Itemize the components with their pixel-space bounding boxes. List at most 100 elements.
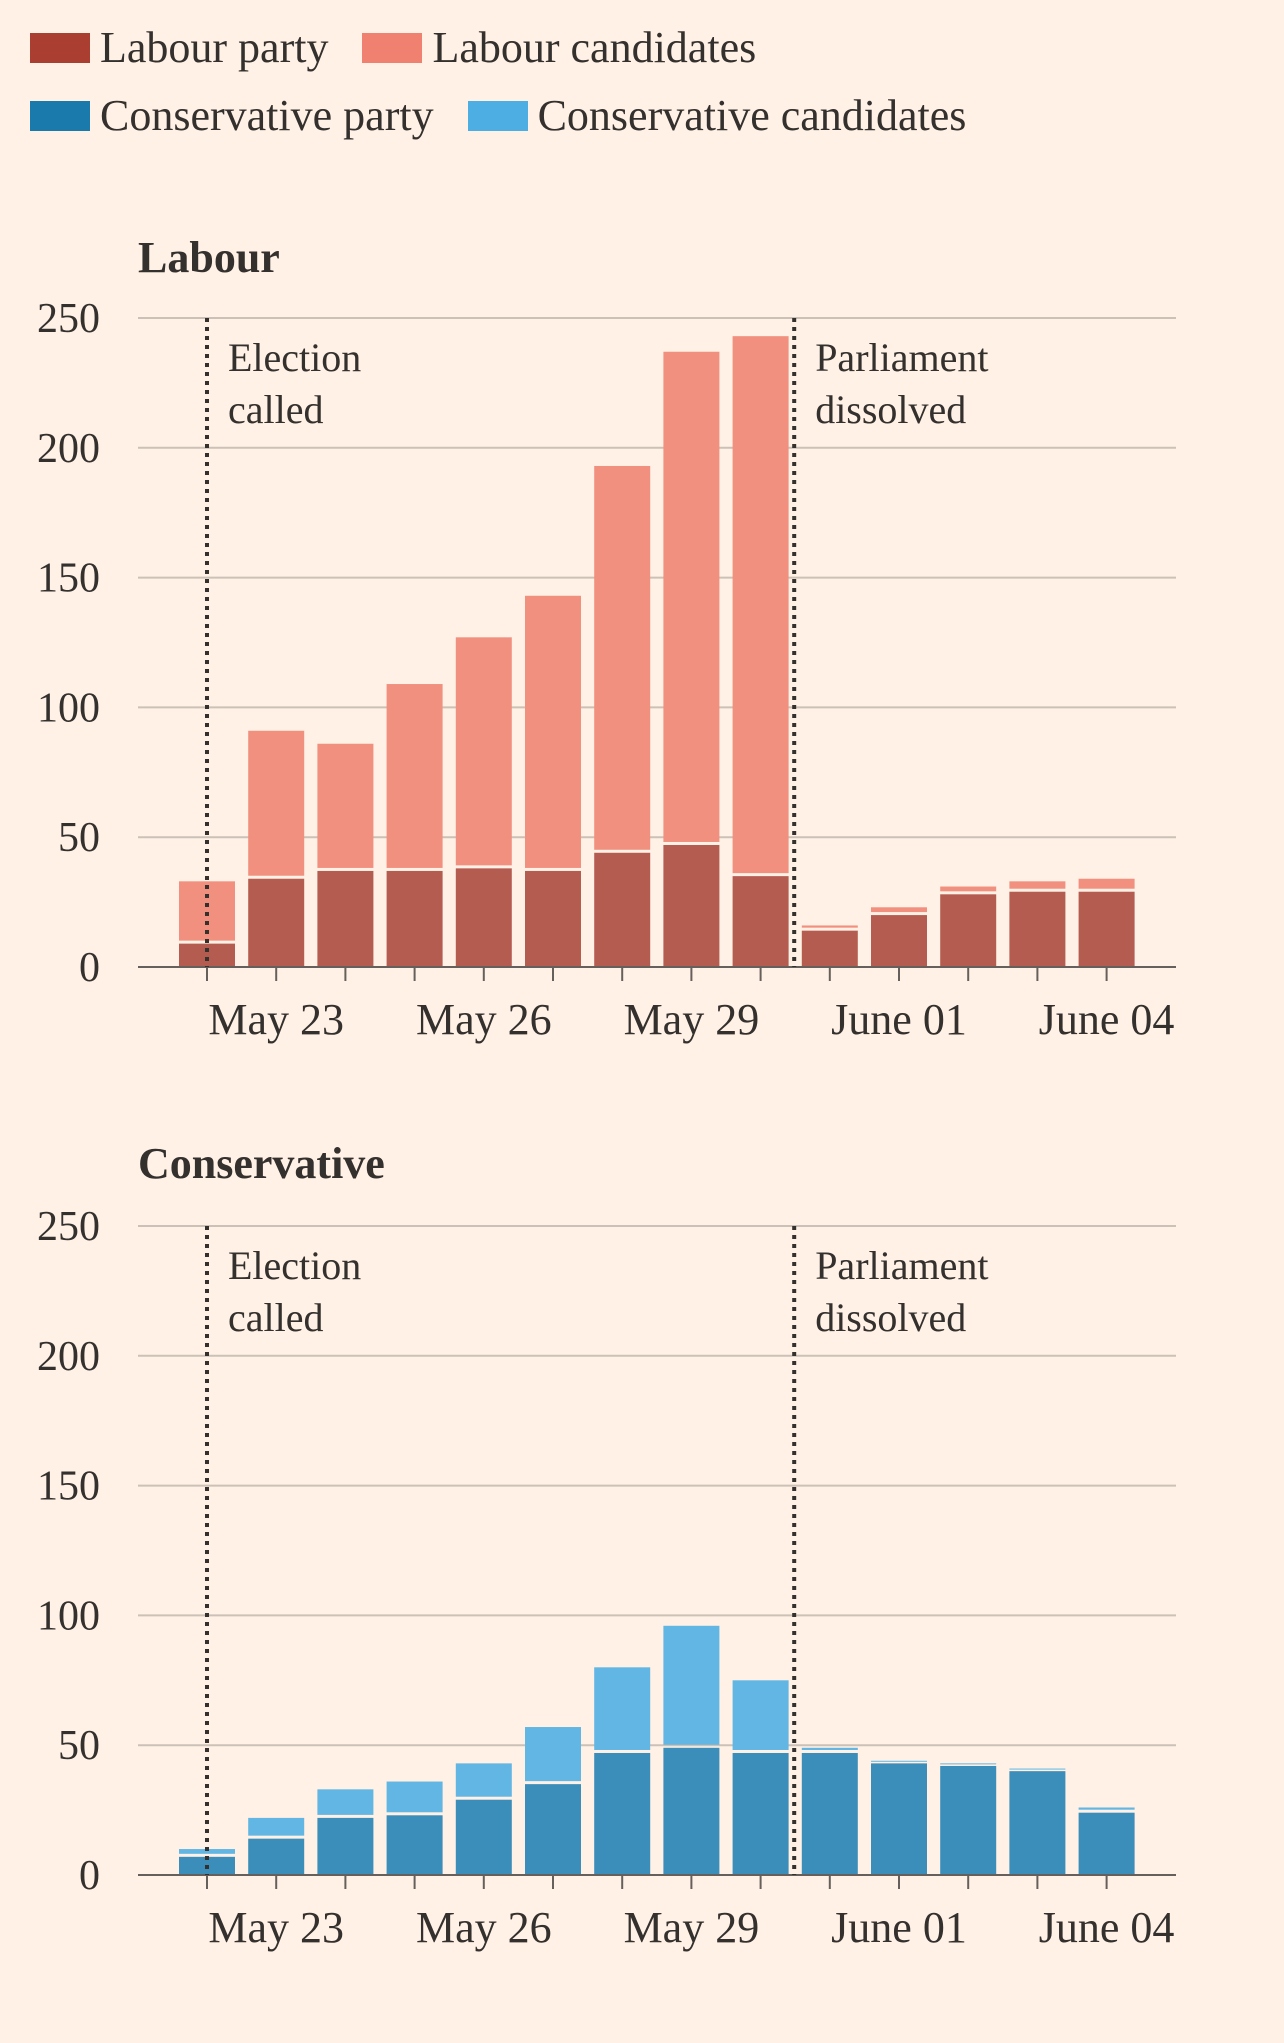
conservative-bar-conservative-candidates-may-24 — [317, 1789, 374, 1815]
conservative-bar-conservative-party-may-28 — [594, 1752, 651, 1875]
legend-label-labour-candidates: Labour candidates — [432, 23, 757, 72]
labour-bar-labour-candidates-may-31 — [801, 925, 858, 928]
legend-swatch-conservative-party — [30, 101, 90, 131]
conservative-y-tick-label: 0 — [79, 1853, 100, 1899]
labour-bar-labour-candidates-may-28 — [594, 465, 651, 850]
conservative-y-tick-label: 200 — [37, 1334, 100, 1380]
labour-bar-labour-candidates-may-25 — [386, 684, 443, 868]
conservative-bar-conservative-party-june-03 — [1009, 1771, 1066, 1875]
labour-bar-labour-candidates-may-23 — [248, 730, 305, 876]
legend: Labour party Labour candidates Conservat… — [30, 22, 1250, 142]
labour-x-tick-label: June 04 — [1039, 995, 1175, 1044]
conservative-x-tick-label: June 01 — [831, 1903, 967, 1952]
labour-annotation-text-2: dissolved — [815, 387, 966, 432]
conservative-bar-conservative-candidates-may-31 — [801, 1747, 858, 1750]
conservative-bar-conservative-candidates-may-28 — [594, 1667, 651, 1750]
legend-label-conservative-party: Conservative party — [100, 91, 434, 140]
conservative-bar-conservative-candidates-may-26 — [455, 1763, 512, 1797]
conservative-bar-conservative-candidates-may-22 — [179, 1849, 235, 1854]
conservative-bar-conservative-candidates-may-29 — [663, 1625, 720, 1745]
conservative-bar-conservative-party-may-30 — [732, 1752, 789, 1875]
conservative-bar-conservative-candidates-june-03 — [1009, 1768, 1066, 1770]
labour-bar-labour-candidates-june-04 — [1078, 878, 1135, 889]
legend-entry-conservative-candidates: Conservative candidates — [467, 90, 967, 142]
conservative-bar-conservative-party-may-24 — [317, 1817, 374, 1875]
labour-bar-labour-party-may-30 — [732, 876, 789, 967]
conservative-annotation-text-2: dissolved — [815, 1295, 966, 1340]
conservative-bar-conservative-candidates-may-23 — [248, 1817, 305, 1836]
labour-chart-title: Labour — [138, 233, 280, 282]
labour-annotation-text-1: Election — [228, 335, 361, 380]
conservative-y-tick-label: 100 — [37, 1593, 100, 1639]
labour-bar-labour-party-may-26 — [455, 868, 512, 967]
conservative-bar-conservative-party-may-27 — [525, 1784, 581, 1875]
legend-swatch-conservative-candidates — [467, 101, 528, 131]
labour-y-tick-label: 0 — [79, 945, 100, 991]
conservative-x-tick-label: May 23 — [208, 1903, 344, 1952]
conservative-bar-conservative-party-may-31 — [801, 1752, 858, 1875]
conservative-y-tick-label: 50 — [58, 1723, 100, 1769]
labour-x-tick-label: May 26 — [416, 995, 552, 1044]
conservative-bar-conservative-party-june-02 — [940, 1765, 997, 1875]
conservative-bar-conservative-party-may-29 — [663, 1747, 720, 1875]
conservative-x-tick-label: May 26 — [416, 1903, 552, 1952]
legend-entry-labour-party: Labour party — [30, 22, 328, 74]
conservative-bar-conservative-party-june-04 — [1078, 1812, 1135, 1875]
legend-swatch-labour-candidates — [362, 33, 423, 63]
conservative-bar-conservative-candidates-june-04 — [1078, 1807, 1135, 1810]
labour-bar-labour-party-june-04 — [1078, 891, 1135, 967]
legend-swatch-labour-party — [30, 33, 90, 63]
labour-bar-labour-candidates-may-26 — [455, 637, 512, 866]
conservative-bar-conservative-candidates-may-25 — [386, 1781, 443, 1813]
conservative-annotation-text-1: called — [228, 1295, 324, 1340]
labour-bar-labour-party-june-03 — [1009, 891, 1066, 967]
conservative-bar-conservative-party-may-23 — [248, 1838, 305, 1875]
labour-bar-labour-party-may-27 — [525, 870, 581, 967]
labour-annotation-text-1: called — [228, 387, 324, 432]
labour-bar-labour-candidates-june-03 — [1009, 881, 1066, 889]
labour-bar-labour-party-may-25 — [386, 870, 443, 967]
labour-bar-labour-candidates-may-24 — [317, 743, 374, 868]
labour-y-tick-label: 250 — [37, 296, 100, 342]
conservative-annotation-text-2: Parliament — [815, 1243, 988, 1288]
labour-bar-labour-party-may-22 — [179, 943, 235, 967]
conservative-y-tick-label: 150 — [37, 1464, 100, 1510]
labour-bar-labour-candidates-june-02 — [940, 886, 997, 892]
labour-x-tick-label: May 23 — [208, 995, 344, 1044]
conservative-bar-conservative-party-may-25 — [386, 1815, 443, 1875]
conservative-bar-conservative-candidates-june-02 — [940, 1763, 997, 1765]
conservative-x-tick-label: June 04 — [1039, 1903, 1175, 1952]
legend-label-labour-party: Labour party — [100, 23, 329, 72]
labour-bar-labour-candidates-may-29 — [663, 351, 720, 842]
labour-y-tick-label: 100 — [37, 685, 100, 731]
conservative-annotation-text-1: Election — [228, 1243, 361, 1288]
labour-annotation-text-2: Parliament — [815, 335, 988, 380]
labour-bar-labour-candidates-june-01 — [871, 907, 927, 913]
labour-bar-labour-party-may-29 — [663, 844, 720, 967]
labour-bar-labour-party-may-31 — [801, 930, 858, 967]
legend-entry-conservative-party: Conservative party — [30, 90, 434, 142]
conservative-bar-conservative-candidates-may-27 — [525, 1727, 581, 1782]
conservative-y-tick-label: 250 — [37, 1204, 100, 1250]
legend-label-conservative-candidates: Conservative candidates — [537, 91, 967, 140]
labour-y-tick-label: 50 — [58, 815, 100, 861]
labour-bar-labour-party-may-28 — [594, 852, 651, 967]
conservative-chart-title: Conservative — [138, 1139, 385, 1188]
labour-bar-labour-party-june-02 — [940, 894, 997, 967]
labour-bar-labour-party-june-01 — [871, 915, 927, 967]
labour-y-tick-label: 150 — [37, 556, 100, 602]
conservative-bar-conservative-candidates-june-01 — [871, 1760, 927, 1762]
labour-x-tick-label: May 29 — [624, 995, 760, 1044]
conservative-x-tick-label: May 29 — [624, 1903, 760, 1952]
conservative-bar-conservative-candidates-may-30 — [732, 1680, 789, 1750]
conservative-bar-conservative-party-june-01 — [871, 1763, 927, 1875]
labour-bar-labour-candidates-may-30 — [732, 336, 789, 874]
legend-entry-labour-candidates: Labour candidates — [362, 22, 756, 74]
labour-y-tick-label: 200 — [37, 426, 100, 472]
labour-bar-labour-candidates-may-27 — [525, 595, 581, 868]
labour-bar-labour-party-may-24 — [317, 870, 374, 967]
conservative-bar-conservative-party-may-26 — [455, 1799, 512, 1875]
labour-x-tick-label: June 01 — [831, 995, 967, 1044]
labour-bar-labour-party-may-23 — [248, 878, 305, 967]
